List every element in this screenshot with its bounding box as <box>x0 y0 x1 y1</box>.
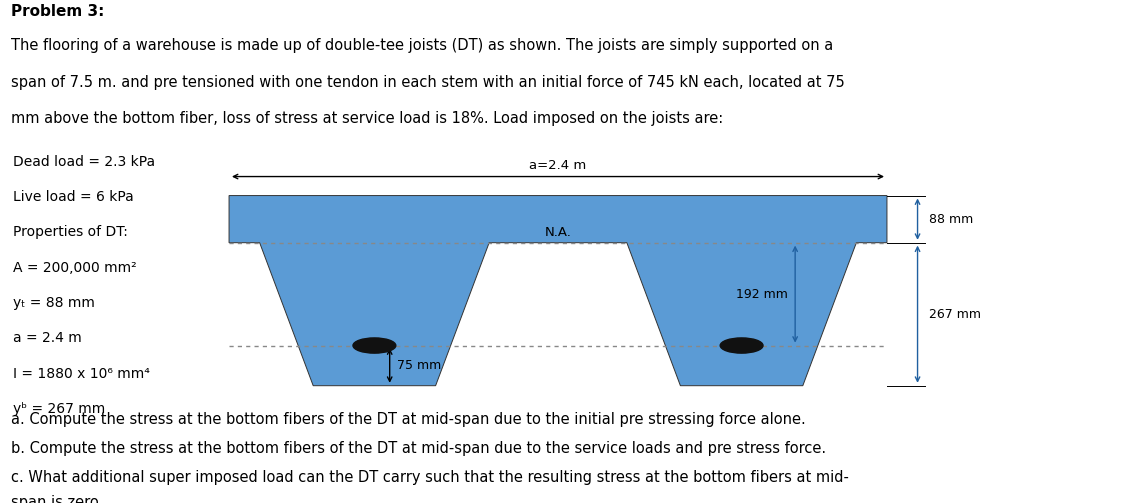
Circle shape <box>720 338 763 353</box>
Text: I = 1880 x 10⁶ mm⁴: I = 1880 x 10⁶ mm⁴ <box>12 367 150 381</box>
Text: 88 mm: 88 mm <box>929 213 973 226</box>
Text: A = 200,000 mm²: A = 200,000 mm² <box>12 261 136 275</box>
Text: b. Compute the stress at the bottom fibers of the DT at mid-span due to the serv: b. Compute the stress at the bottom fibe… <box>11 441 827 456</box>
Text: 75 mm: 75 mm <box>397 359 442 372</box>
Text: yₜ = 88 mm: yₜ = 88 mm <box>12 296 95 310</box>
Text: 267 mm: 267 mm <box>929 308 981 321</box>
Text: a = 2.4 m: a = 2.4 m <box>12 331 82 346</box>
Text: mm above the bottom fiber, loss of stress at service load is 18%. Load imposed o: mm above the bottom fiber, loss of stres… <box>11 111 723 126</box>
Text: Dead load = 2.3 kPa: Dead load = 2.3 kPa <box>12 155 155 169</box>
Text: N.A.: N.A. <box>544 226 572 238</box>
Text: a=2.4 m: a=2.4 m <box>530 159 586 173</box>
Polygon shape <box>229 196 887 386</box>
Text: yᵇ = 267 mm: yᵇ = 267 mm <box>12 402 105 416</box>
Text: span of 7.5 m. and pre tensioned with one tendon in each stem with an initial fo: span of 7.5 m. and pre tensioned with on… <box>11 75 845 90</box>
Text: span is zero.: span is zero. <box>11 495 104 503</box>
Text: a. Compute the stress at the bottom fibers of the DT at mid-span due to the init: a. Compute the stress at the bottom fibe… <box>11 412 806 427</box>
Text: 192 mm: 192 mm <box>736 288 787 301</box>
Text: Properties of DT:: Properties of DT: <box>12 225 128 239</box>
Text: The flooring of a warehouse is made up of double-tee joists (DT) as shown. The j: The flooring of a warehouse is made up o… <box>11 38 834 53</box>
Text: Live load = 6 kPa: Live load = 6 kPa <box>12 190 134 204</box>
Text: c. What additional super imposed load can the DT carry such that the resulting s: c. What additional super imposed load ca… <box>11 470 849 484</box>
Text: Problem 3:: Problem 3: <box>11 4 105 19</box>
Circle shape <box>353 338 396 353</box>
